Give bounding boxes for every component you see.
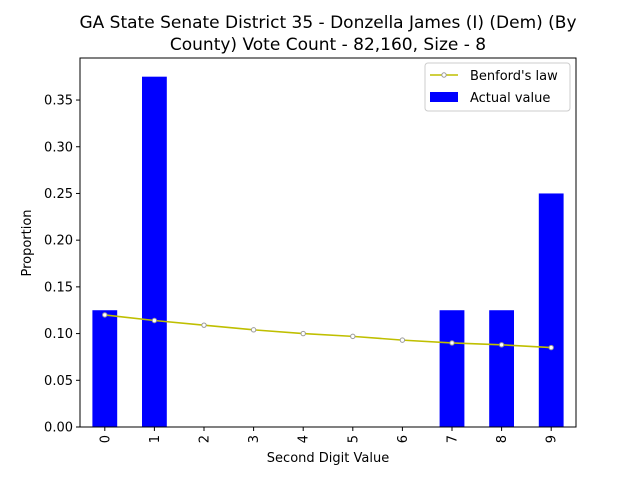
legend-bar-swatch — [430, 92, 458, 102]
x-tick-label: 1 — [148, 435, 163, 443]
benford-point-8 — [498, 342, 505, 348]
x-axis: 0 1 2 3 4 5 6 7 8 9 — [98, 427, 560, 443]
x-tick-label: 2 — [198, 435, 213, 443]
y-tick-label: 0.25 — [44, 187, 73, 202]
y-tick-label: 0.20 — [44, 234, 73, 249]
bar-8 — [489, 310, 514, 427]
x-tick-label: 7 — [446, 435, 461, 443]
benford-point-3 — [250, 327, 257, 333]
bar-7 — [439, 310, 465, 427]
x-tick-label: 3 — [247, 435, 262, 443]
y-tick-label: 0.05 — [44, 374, 73, 389]
benford-line-layer — [102, 312, 554, 351]
benford-point-5 — [350, 333, 356, 340]
bar-0 — [92, 310, 118, 427]
benford-point-0 — [102, 312, 108, 318]
x-axis-label: Second Digit Value — [267, 451, 389, 466]
legend-label-actual: Actual value — [470, 91, 550, 106]
benford-point-6 — [399, 337, 406, 343]
y-tick-label: 0.30 — [44, 140, 73, 155]
legend-line-marker — [441, 72, 447, 78]
chart-title-line1: GA State Senate District 35 - Donzella J… — [79, 13, 576, 33]
x-tick-label: 5 — [346, 435, 361, 443]
benford-point-4 — [300, 330, 306, 337]
y-tick-label: 0.15 — [44, 280, 73, 295]
legend-box — [424, 62, 571, 112]
chart-title-line2: County) Vote Count - 82,160, Size - 8 — [170, 35, 486, 55]
y-tick-label: 0.10 — [44, 327, 73, 342]
y-axis-label: Proportion — [20, 209, 35, 276]
plot-frame — [79, 57, 577, 428]
bars-layer — [92, 76, 564, 428]
benford-point-7 — [449, 340, 455, 346]
bar-1 — [142, 76, 167, 428]
legend: Benford's law Actual value — [424, 62, 571, 112]
y-tick-label: 0.35 — [44, 94, 73, 109]
benford-point-2 — [201, 322, 207, 328]
legend-label-benford: Benford's law — [470, 69, 558, 84]
benford-line — [104, 314, 552, 349]
x-tick-label: 6 — [396, 435, 411, 443]
y-tick-label: 0.00 — [44, 421, 73, 436]
benford-point-9 — [548, 344, 554, 351]
x-tick-label: 0 — [98, 435, 113, 443]
x-tick-label: 8 — [495, 435, 510, 443]
y-axis: 0.00 0.05 0.10 0.15 0.20 0.25 0.30 0.35 — [44, 94, 80, 436]
x-tick-label: 4 — [297, 435, 312, 443]
x-tick-label: 9 — [545, 435, 560, 443]
benford-point-1 — [151, 317, 158, 324]
bar-9 — [538, 193, 564, 427]
